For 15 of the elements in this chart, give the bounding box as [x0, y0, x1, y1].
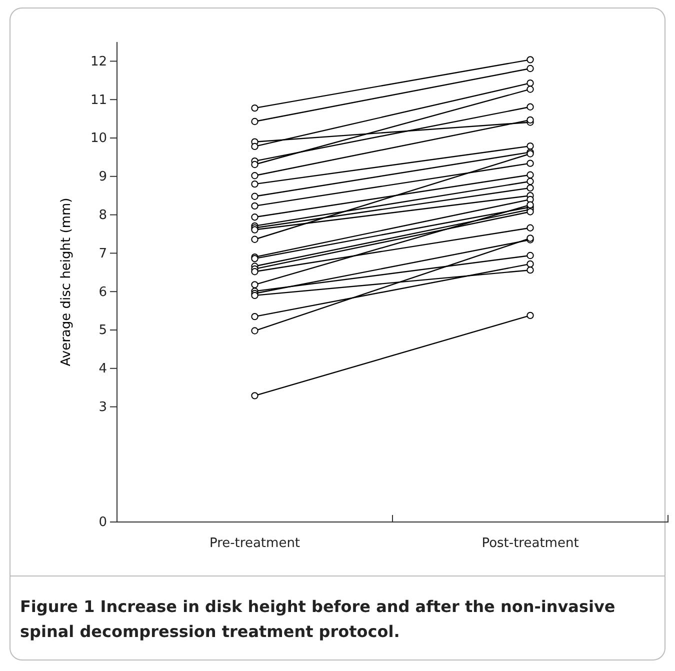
y-tick-label: 3	[98, 400, 107, 415]
y-tick-label: 12	[90, 54, 107, 70]
text: Figure 1 Increase in disk height before and after the non-invasive spinal decompression treatment protocol.	[20, 597, 616, 641]
y-tick-label: 9	[98, 170, 107, 185]
y-tick-label: 10	[90, 131, 107, 146]
y-tick-label: 5	[98, 323, 107, 338]
x-tick-label: Post-treatment	[482, 536, 579, 551]
y-tick-label: 8	[98, 208, 107, 223]
y-axis-title: Average disc height (mm)	[59, 198, 74, 366]
y-tick-label: 4	[98, 362, 107, 377]
y-tick-label: 0	[98, 515, 107, 530]
x-tick-label: Pre-treatment	[209, 536, 300, 551]
y-tick-label: 11	[90, 92, 107, 108]
y-tick-label: 7	[98, 246, 107, 262]
y-tick-label: 6	[98, 284, 107, 300]
